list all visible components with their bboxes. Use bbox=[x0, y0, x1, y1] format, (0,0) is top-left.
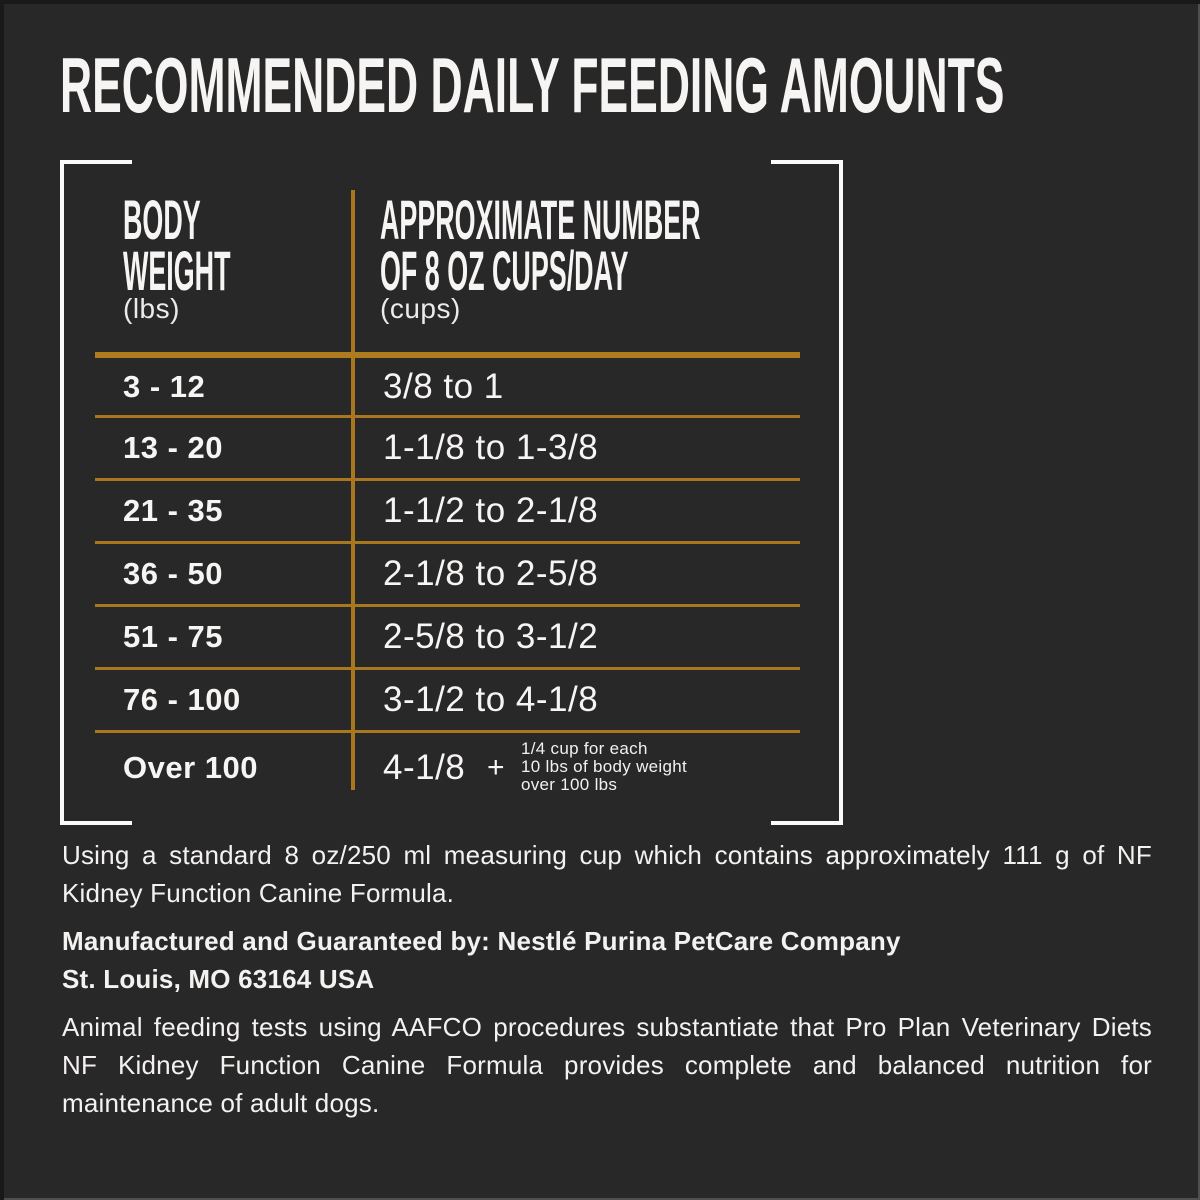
table-row: 13 - 20 1-1/8 to 1-3/8 bbox=[0, 418, 900, 478]
row-divider bbox=[95, 478, 800, 481]
col-header-cups-per-day-text: APPROXIMATE NUMBER OF 8 OZ CUPS/DAY bbox=[380, 188, 701, 302]
manufacturer-statement: Manufactured and Guaranteed by: Nestlé P… bbox=[62, 926, 901, 994]
row-divider bbox=[95, 667, 800, 670]
cups-cell: 1-1/8 to 1-3/8 bbox=[383, 428, 599, 467]
over-100-note: 1/4 cup for each 10 lbs of body weight ove… bbox=[521, 738, 688, 794]
cups-cell: 2-1/8 to 2-5/8 bbox=[383, 554, 599, 593]
plus-sign: + bbox=[487, 751, 505, 784]
row-divider bbox=[95, 541, 800, 544]
col-header-body-weight-unit: (lbs) bbox=[123, 293, 180, 324]
col-header-body-weight-text: BODY WEIGHT bbox=[123, 188, 231, 302]
row-divider bbox=[95, 604, 800, 607]
bracket-top-right-corner bbox=[771, 160, 843, 164]
table-row: 21 - 35 1-1/2 to 2-1/8 bbox=[0, 481, 900, 541]
bracket-right-edge bbox=[839, 160, 843, 825]
header-rule bbox=[95, 352, 800, 358]
table-row: 76 - 100 3-1/2 to 4-1/8 bbox=[0, 670, 900, 730]
bracket-bottom-left-corner bbox=[60, 821, 132, 825]
table-row: 3 - 12 3/8 to 1 bbox=[0, 358, 900, 415]
bracket-left-edge bbox=[60, 160, 64, 825]
col-header-cups-per-day: APPROXIMATE NUMBER OF 8 OZ CUPS/DAY bbox=[380, 188, 1048, 302]
col-header-cups-unit: (cups) bbox=[380, 293, 461, 324]
column-divider-line bbox=[351, 190, 355, 790]
page-title-text: RECOMMENDED DAILY FEEDING AMOUNTS bbox=[60, 41, 1005, 129]
body-weight-cell: 76 - 100 bbox=[123, 682, 241, 717]
body-weight-cell: Over 100 bbox=[123, 750, 258, 785]
cups-cell: 2-5/8 to 3-1/2 bbox=[383, 617, 599, 656]
page-title: RECOMMENDED DAILY FEEDING AMOUNTS bbox=[60, 46, 1200, 124]
table-bracket-frame bbox=[60, 160, 843, 825]
row-divider bbox=[95, 730, 800, 733]
table-row: 36 - 50 2-1/8 to 2-5/8 bbox=[0, 544, 900, 604]
table-row: 51 - 75 2-5/8 to 3-1/2 bbox=[0, 607, 900, 667]
row-divider bbox=[95, 415, 800, 418]
body-weight-cell: 51 - 75 bbox=[123, 619, 224, 654]
body-weight-cell: 36 - 50 bbox=[123, 556, 224, 591]
cups-cell: 1-1/2 to 2-1/8 bbox=[383, 491, 599, 530]
body-weight-cell: 21 - 35 bbox=[123, 493, 224, 528]
cups-cell: 4-1/8 bbox=[383, 748, 466, 787]
cups-cell: 3-1/2 to 4-1/8 bbox=[383, 680, 599, 719]
col-header-body-weight: BODY WEIGHT bbox=[123, 188, 347, 302]
aafco-statement: Animal feeding tests using AAFCO procedu… bbox=[62, 1012, 1152, 1118]
bracket-bottom-right-corner bbox=[771, 821, 843, 825]
measuring-cup-note: Using a standard 8 oz/250 ml measuring c… bbox=[62, 840, 1152, 908]
cups-cell: 3/8 to 1 bbox=[383, 366, 504, 406]
body-weight-cell: 13 - 20 bbox=[123, 430, 224, 465]
body-weight-cell: 3 - 12 bbox=[123, 368, 206, 404]
bracket-top-left-corner bbox=[60, 160, 132, 164]
table-row-over-100: Over 100 4-1/8 + 1/4 cup for each 10 lbs … bbox=[0, 736, 900, 800]
